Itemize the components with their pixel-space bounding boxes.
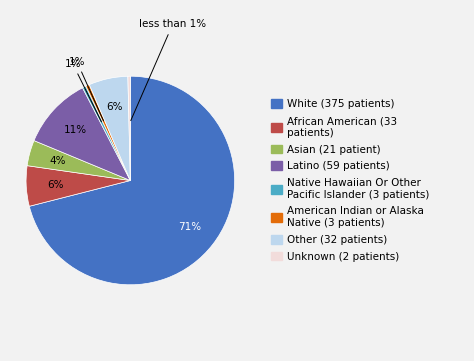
Text: 6%: 6% — [106, 102, 123, 112]
Wedge shape — [128, 76, 130, 180]
Wedge shape — [89, 76, 130, 180]
Text: 1%: 1% — [69, 57, 103, 121]
Text: 71%: 71% — [178, 222, 201, 231]
Text: 1%: 1% — [64, 58, 101, 122]
Text: 4%: 4% — [50, 156, 66, 166]
Text: 11%: 11% — [64, 125, 87, 135]
Text: less than 1%: less than 1% — [131, 19, 206, 121]
Wedge shape — [34, 88, 130, 180]
Wedge shape — [27, 140, 130, 180]
Wedge shape — [26, 166, 130, 206]
Wedge shape — [82, 86, 130, 180]
Wedge shape — [86, 84, 130, 180]
Text: 6%: 6% — [47, 179, 64, 190]
Legend: White (375 patients), African American (33
patients), Asian (21 patient), Latino: White (375 patients), African American (… — [271, 99, 429, 262]
Wedge shape — [29, 76, 235, 285]
